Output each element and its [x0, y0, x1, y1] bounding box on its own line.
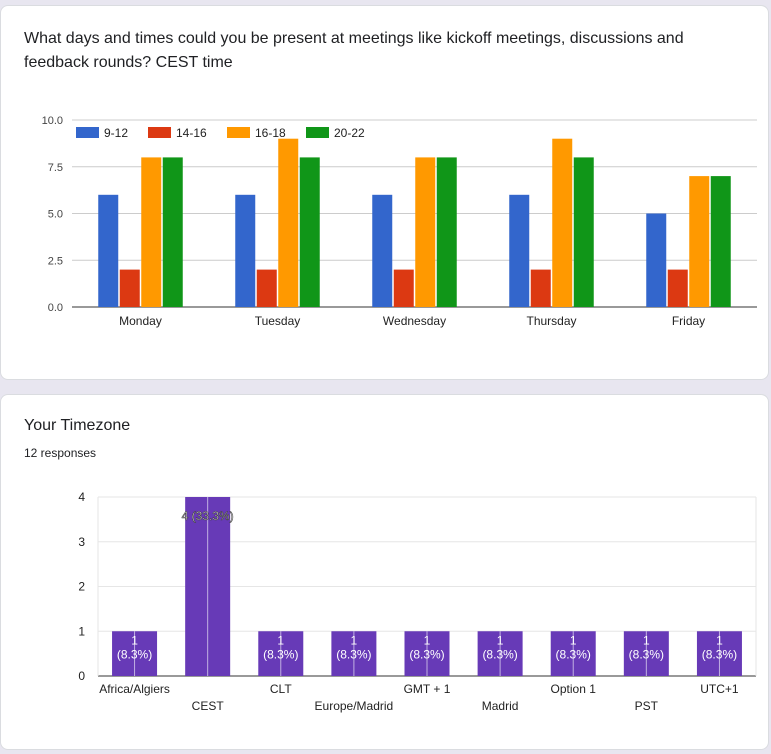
- bar: [573, 157, 594, 307]
- bar-data-label: (8.3%): [702, 647, 737, 661]
- x-tick-label: Friday: [672, 314, 705, 328]
- x-tick-label: Thursday: [526, 314, 576, 328]
- legend-label: 14-16: [176, 126, 207, 140]
- bar: [119, 269, 140, 307]
- bar: [98, 194, 119, 307]
- bar-data-label: 1: [716, 633, 723, 647]
- bar: [710, 176, 731, 307]
- bar-data-label: (8.3%): [117, 647, 152, 661]
- bar: [436, 157, 457, 307]
- y-tick-label: 5.0: [48, 209, 63, 221]
- bar: [372, 194, 393, 307]
- bar-data-label: 1: [643, 633, 650, 647]
- legend-label: 9-12: [104, 126, 128, 140]
- x-tick-label: Wednesday: [383, 314, 446, 328]
- bar: [393, 269, 414, 307]
- meeting-times-bar-chart: 0.0 2.5 5.0 7.5 10.0 Monday Tuesday Wednesday Th…: [42, 115, 757, 328]
- bar: [530, 269, 551, 307]
- bar-data-label: 4 (33.3%): [182, 509, 234, 523]
- question-card-meeting-times: What days and times could you be present…: [0, 5, 769, 380]
- bar: [256, 269, 277, 307]
- x-tick-label: Africa/Algiers: [99, 682, 170, 696]
- bar: [509, 194, 530, 307]
- y-tick-label: 10.0: [42, 115, 63, 127]
- x-tick-label: Europe/Madrid: [315, 699, 394, 713]
- bar-data-label: (8.3%): [629, 647, 664, 661]
- bar: [667, 269, 688, 307]
- x-tick-label: Madrid: [482, 699, 519, 713]
- bar: [162, 157, 183, 307]
- x-tick-label: GMT + 1: [404, 682, 451, 696]
- bar-data-label: 1: [277, 633, 284, 647]
- bar-data-label: (8.3%): [336, 647, 371, 661]
- bar: [299, 157, 320, 307]
- y-tick-label: 3: [78, 535, 85, 549]
- bar: [646, 213, 667, 307]
- question-title: What days and times could you be present…: [24, 30, 684, 71]
- x-tick-label: Tuesday: [255, 314, 301, 328]
- x-tick-label: PST: [635, 699, 659, 713]
- x-tick-label: CEST: [192, 699, 225, 713]
- legend-swatch: [76, 127, 99, 138]
- bar: [278, 138, 299, 307]
- x-tick-label: UTC+1: [700, 682, 739, 696]
- x-tick-label: Option 1: [551, 682, 597, 696]
- y-tick-label: 0: [78, 669, 85, 683]
- bar-data-label: (8.3%): [482, 647, 517, 661]
- y-tick-label: 0.0: [48, 302, 63, 314]
- bar: [141, 157, 162, 307]
- y-tick-label: 7.5: [48, 162, 63, 174]
- bar-data-label: (8.3%): [409, 647, 444, 661]
- legend-label: 16-18: [255, 126, 286, 140]
- bar-data-label: (8.3%): [263, 647, 298, 661]
- bar: [689, 176, 710, 307]
- bar-data-label: 1: [351, 633, 358, 647]
- bar: [552, 138, 573, 307]
- legend-swatch: [306, 127, 329, 138]
- bar-data-label: 1: [497, 633, 504, 647]
- y-tick-label: 2: [78, 580, 85, 594]
- bar-data-label: 1: [570, 633, 577, 647]
- legend-label: 20-22: [334, 126, 365, 140]
- bar-data-label: 1: [131, 633, 138, 647]
- response-count: 12 responses: [24, 446, 97, 460]
- legend-swatch: [227, 127, 250, 138]
- question-title: Your Timezone: [24, 417, 131, 434]
- legend-swatch: [148, 127, 171, 138]
- bar-data-label: 1: [424, 633, 431, 647]
- y-tick-label: 1: [78, 624, 85, 638]
- bar: [235, 194, 256, 307]
- bar-data-label: (8.3%): [556, 647, 591, 661]
- y-tick-label: 4: [78, 490, 85, 504]
- x-tick-label: Monday: [119, 314, 162, 328]
- y-tick-label: 2.5: [48, 255, 63, 267]
- bar: [415, 157, 436, 307]
- x-tick-label: CLT: [270, 682, 292, 696]
- question-card-timezone: Your Timezone 12 responses 0 1 2 3 4 1 (8.3%) A…: [0, 394, 769, 750]
